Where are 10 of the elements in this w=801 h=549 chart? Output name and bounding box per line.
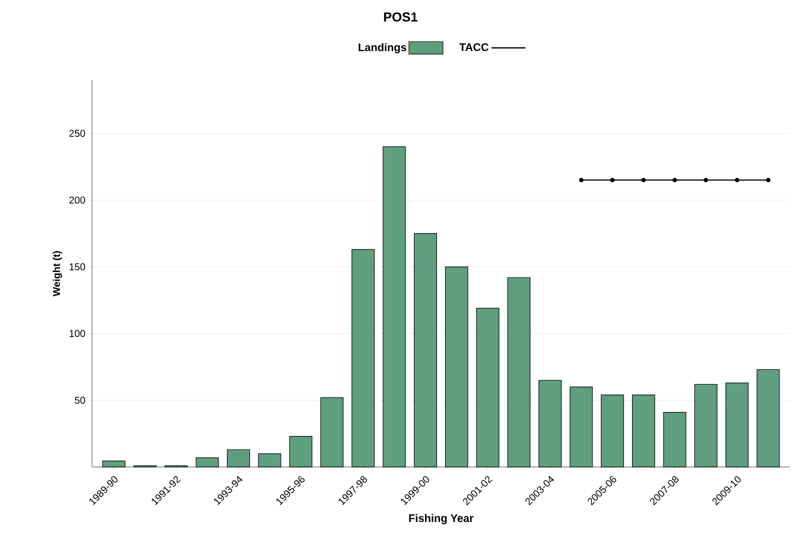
y-tick-label: 150: [70, 263, 86, 270]
chart-title: POS1: [384, 12, 418, 22]
y-tick-label: 50: [74, 396, 86, 404]
y-tick-label: 200: [69, 196, 86, 204]
y-tick-label: 250: [69, 130, 86, 137]
legend-label: Landings: [358, 43, 406, 54]
legend-label: TACC: [459, 43, 489, 52]
x-axis-title: Fishing Year: [409, 514, 474, 524]
y-tick-label: 100: [70, 330, 86, 338]
y-axis-title: Weight (t): [52, 251, 62, 296]
